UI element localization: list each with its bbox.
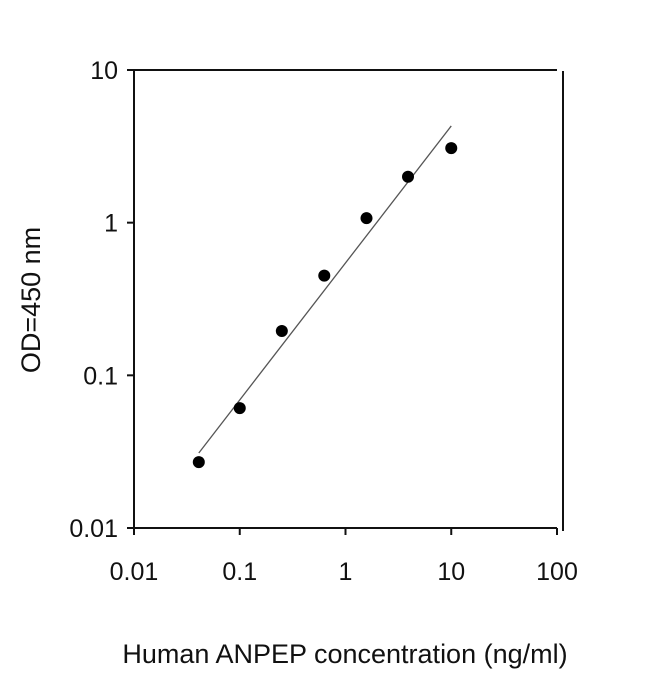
x-axis-title: Human ANPEP concentration (ng/ml) xyxy=(122,639,567,669)
x-tick-label: 10 xyxy=(437,558,465,586)
x-tick-label: 1 xyxy=(339,558,353,586)
data-point-marker xyxy=(192,456,205,469)
y-tick-label: 0.01 xyxy=(69,515,118,543)
y-axis-ticks: 0.01 0.1 1 10 xyxy=(69,57,134,543)
data-point-marker xyxy=(318,269,331,282)
data-points xyxy=(192,142,458,469)
data-point-marker xyxy=(402,170,415,183)
y-axis-title: OD=450 nm xyxy=(16,227,46,373)
x-tick-label: 100 xyxy=(536,558,578,586)
y-tick-label: 10 xyxy=(90,57,118,85)
data-point-marker xyxy=(445,142,458,155)
x-tick-label: 0.01 xyxy=(110,558,159,586)
data-point-marker xyxy=(233,402,246,415)
x-axis-ticks: 0.01 0.1 1 10 100 xyxy=(110,528,578,586)
y-tick-label: 0.1 xyxy=(83,362,118,390)
x-tick-label: 0.1 xyxy=(222,558,257,586)
y-tick-label: 1 xyxy=(104,210,118,238)
data-point-marker xyxy=(275,325,288,338)
data-point-marker xyxy=(360,212,373,225)
